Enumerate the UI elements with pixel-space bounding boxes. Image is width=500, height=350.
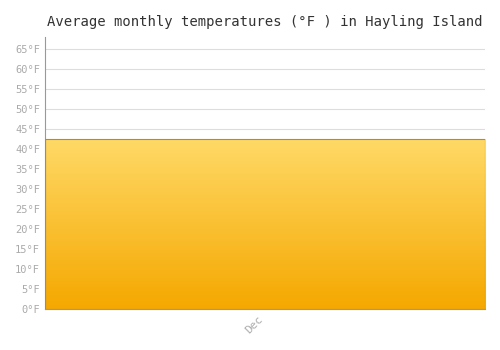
Title: Average monthly temperatures (°F ) in Hayling Island: Average monthly temperatures (°F ) in Ha…: [47, 15, 482, 29]
Bar: [45, 139, 485, 309]
